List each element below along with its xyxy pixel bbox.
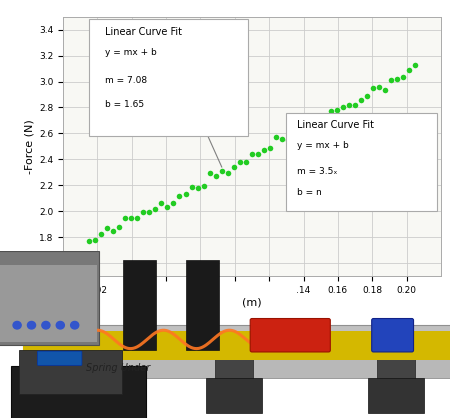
Point (309, 126, 316, 133)
Point (127, 214, 135, 221)
X-axis label: (m): (m) (242, 297, 262, 307)
Point (200, 183, 207, 189)
FancyBboxPatch shape (19, 350, 122, 394)
Point (345, 102, 352, 108)
Point (357, 97, 364, 103)
FancyBboxPatch shape (37, 351, 82, 365)
Circle shape (42, 321, 50, 329)
Point (176, 193, 183, 199)
Point (134, 215, 141, 222)
Point (122, 215, 129, 222)
Point (146, 209, 153, 215)
Point (182, 191, 189, 198)
Point (170, 200, 177, 206)
Point (369, 84, 377, 91)
Text: b = n: b = n (297, 188, 322, 197)
Point (104, 225, 111, 232)
FancyBboxPatch shape (368, 378, 424, 413)
FancyBboxPatch shape (186, 260, 219, 350)
Point (243, 159, 250, 166)
FancyBboxPatch shape (250, 319, 330, 352)
FancyBboxPatch shape (22, 340, 450, 378)
Circle shape (71, 321, 79, 329)
Point (291, 127, 298, 134)
Point (303, 122, 310, 129)
Point (339, 104, 346, 111)
Text: y = mx + b: y = mx + b (104, 48, 156, 57)
FancyBboxPatch shape (206, 378, 262, 413)
Point (85, 238, 92, 245)
Point (333, 107, 340, 113)
FancyBboxPatch shape (215, 352, 253, 403)
Circle shape (27, 321, 36, 329)
Text: b = 1.65: b = 1.65 (104, 99, 144, 109)
Point (115, 224, 122, 231)
FancyBboxPatch shape (90, 19, 248, 136)
FancyBboxPatch shape (40, 378, 95, 413)
Point (164, 204, 171, 210)
FancyBboxPatch shape (123, 260, 156, 350)
FancyBboxPatch shape (0, 274, 97, 305)
Point (188, 184, 195, 190)
Point (254, 151, 261, 158)
Circle shape (56, 321, 64, 329)
FancyBboxPatch shape (22, 331, 450, 360)
FancyBboxPatch shape (0, 311, 97, 342)
Point (393, 76, 400, 83)
Point (236, 158, 243, 165)
Point (140, 209, 147, 215)
Point (158, 200, 165, 206)
Point (375, 83, 382, 90)
FancyBboxPatch shape (11, 366, 146, 418)
Text: m = 7.08: m = 7.08 (104, 76, 147, 85)
Point (321, 113, 328, 120)
Point (224, 170, 231, 176)
Y-axis label: -Force (N): -Force (N) (25, 119, 35, 173)
Point (363, 92, 370, 99)
FancyBboxPatch shape (0, 292, 97, 324)
Point (109, 227, 117, 234)
FancyBboxPatch shape (0, 283, 97, 314)
Point (212, 172, 219, 179)
Point (97, 231, 104, 237)
Point (194, 184, 201, 191)
FancyBboxPatch shape (0, 251, 99, 345)
Point (230, 163, 238, 170)
Text: m = 3.5ₓ: m = 3.5ₓ (297, 167, 338, 176)
Point (152, 205, 159, 212)
FancyBboxPatch shape (49, 352, 86, 403)
Point (387, 77, 395, 84)
Point (218, 168, 225, 175)
Point (315, 121, 322, 127)
Point (405, 66, 413, 73)
FancyBboxPatch shape (0, 301, 97, 333)
Text: Linear Curve Fit: Linear Curve Fit (297, 120, 374, 130)
Point (285, 136, 292, 143)
Text: Spring Under: Spring Under (86, 363, 150, 373)
Point (206, 170, 213, 177)
Point (248, 151, 256, 158)
Point (412, 62, 419, 69)
Point (273, 133, 280, 140)
FancyBboxPatch shape (22, 325, 450, 366)
Point (297, 130, 304, 137)
Text: y = mx + b: y = mx + b (297, 141, 349, 150)
FancyBboxPatch shape (286, 112, 437, 211)
Point (327, 108, 334, 115)
Point (400, 74, 407, 80)
Text: Linear Curve Fit: Linear Curve Fit (104, 27, 182, 37)
Point (279, 136, 286, 143)
Point (351, 102, 358, 109)
Point (261, 147, 268, 153)
Point (382, 87, 389, 94)
Point (266, 145, 274, 151)
Point (91, 237, 99, 243)
FancyBboxPatch shape (377, 352, 415, 403)
FancyBboxPatch shape (0, 265, 97, 296)
Circle shape (13, 321, 21, 329)
FancyBboxPatch shape (372, 319, 414, 352)
